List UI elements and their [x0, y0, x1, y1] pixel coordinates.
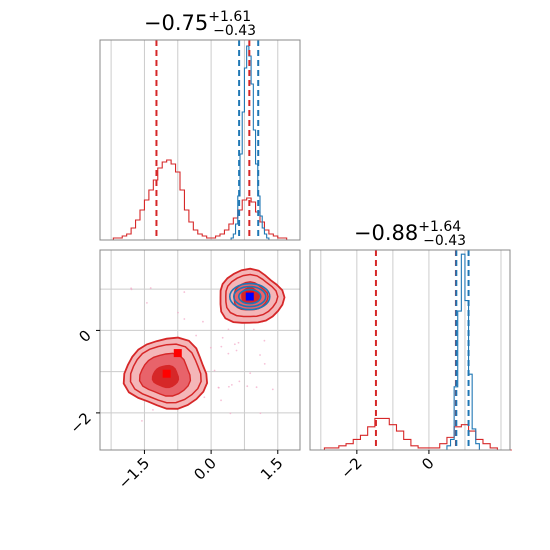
tick-label: −2 — [337, 454, 365, 482]
contour-level-blue — [228, 282, 271, 311]
sample-point — [259, 354, 261, 356]
sample-point — [233, 343, 236, 346]
histogram-step — [310, 417, 512, 451]
mode-marker — [162, 369, 171, 378]
sample-point — [221, 336, 224, 339]
sample-point — [149, 287, 152, 289]
tick-label: 0.0 — [190, 454, 220, 484]
tick-label: 0 — [75, 327, 94, 346]
sample-point — [252, 328, 255, 331]
sample-point — [217, 386, 220, 389]
sample-point — [220, 399, 222, 402]
histogram-step — [230, 45, 300, 241]
sample-point — [130, 288, 133, 291]
sample-point — [183, 291, 186, 293]
sample-point — [235, 349, 238, 352]
sample-point — [177, 311, 179, 314]
sample-point — [203, 396, 206, 399]
param1-param2-contour-panel — [99, 249, 301, 451]
sample-point — [220, 345, 223, 348]
sample-point — [249, 372, 252, 375]
sample-point — [246, 385, 249, 388]
mode-marker — [173, 349, 182, 358]
panel-frame — [99, 39, 301, 241]
sample-point — [141, 420, 143, 422]
titles: −0.75+1.61 −0.43 −0.88+1.64 −0.43 — [144, 9, 466, 249]
sample-point — [213, 369, 216, 372]
sample-point — [146, 302, 148, 304]
sample-point — [255, 386, 258, 389]
sample-point — [271, 388, 274, 391]
contour-level-blue — [232, 285, 267, 308]
tick-label: −1.5 — [115, 454, 153, 492]
param1-histogram-panel — [99, 39, 301, 241]
sample-point — [263, 339, 266, 342]
sample-point — [227, 385, 230, 388]
tick-label: −2 — [66, 409, 94, 437]
sample-point — [229, 412, 232, 415]
sample-point — [230, 383, 233, 386]
sample-point — [238, 380, 241, 383]
contour-level-blue — [237, 288, 262, 305]
tick-labels: −1.5 0.0 1.5 0 −2 −2 0 — [66, 327, 437, 493]
tick-label: 0 — [418, 454, 437, 473]
mode-marker — [245, 292, 254, 301]
sample-point — [263, 362, 266, 365]
sample-point — [195, 334, 198, 337]
sample-point — [259, 412, 262, 415]
histogram-step — [100, 159, 300, 241]
sample-point — [237, 341, 240, 344]
sample-point — [202, 320, 204, 323]
tick-label: 1.5 — [257, 454, 287, 484]
histogram-step — [446, 253, 510, 451]
sample-point — [152, 408, 154, 411]
sample-point — [209, 346, 212, 349]
sample-point — [183, 318, 186, 320]
sample-point — [227, 352, 230, 355]
sample-point — [227, 328, 230, 331]
param-title: −0.88+1.64 −0.43 — [354, 219, 466, 249]
param-title: −0.75+1.61 −0.43 — [144, 9, 256, 39]
param2-histogram-panel — [309, 249, 512, 451]
panel-frame — [99, 249, 301, 451]
panel-frame — [309, 249, 511, 451]
